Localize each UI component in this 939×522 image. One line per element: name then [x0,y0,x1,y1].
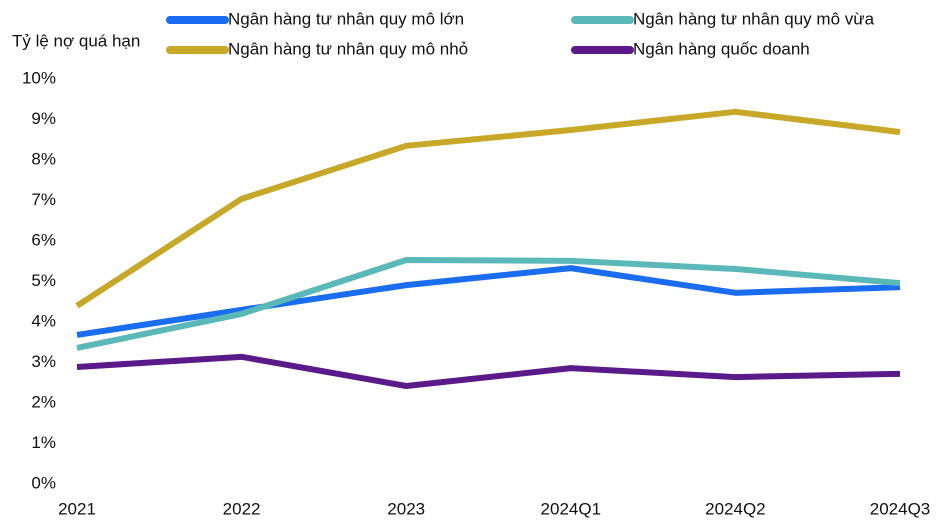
legend-label: Ngân hàng tư nhân quy mô nhỏ [228,39,468,58]
y-tick-label: 10% [22,68,56,87]
y-tick-label: 2% [31,392,56,411]
y-tick-label: 1% [31,433,56,452]
legend-label: Ngân hàng tư nhân quy mô lớn [228,9,464,28]
series-line [75,108,901,309]
x-tick-label: 2024Q3 [870,499,931,518]
x-tick-label: 2022 [223,499,261,518]
y-tick-label: 4% [31,311,56,330]
y-tick-label: 7% [31,190,56,209]
x-tick-label: 2023 [387,499,425,518]
legend-label: Ngân hàng tư nhân quy mô vừa [633,9,875,28]
x-tick-label: 2024Q2 [705,499,766,518]
y-tick-label: 9% [31,109,56,128]
x-tick-label: 2024Q1 [541,499,602,518]
y-tick-label: 8% [31,149,56,168]
y-tick-label: 5% [31,271,56,290]
y-axis-label: Tỷ lệ nợ quá hạn [12,31,140,50]
series-line [76,353,901,389]
legend-label: Ngân hàng quốc doanh [633,39,810,58]
series-line [76,257,901,351]
y-tick-label: 3% [31,352,56,371]
y-tick-label: 0% [31,473,56,492]
series-line [76,265,901,338]
y-tick-label: 6% [31,230,56,249]
x-tick-label: 2021 [58,499,96,518]
